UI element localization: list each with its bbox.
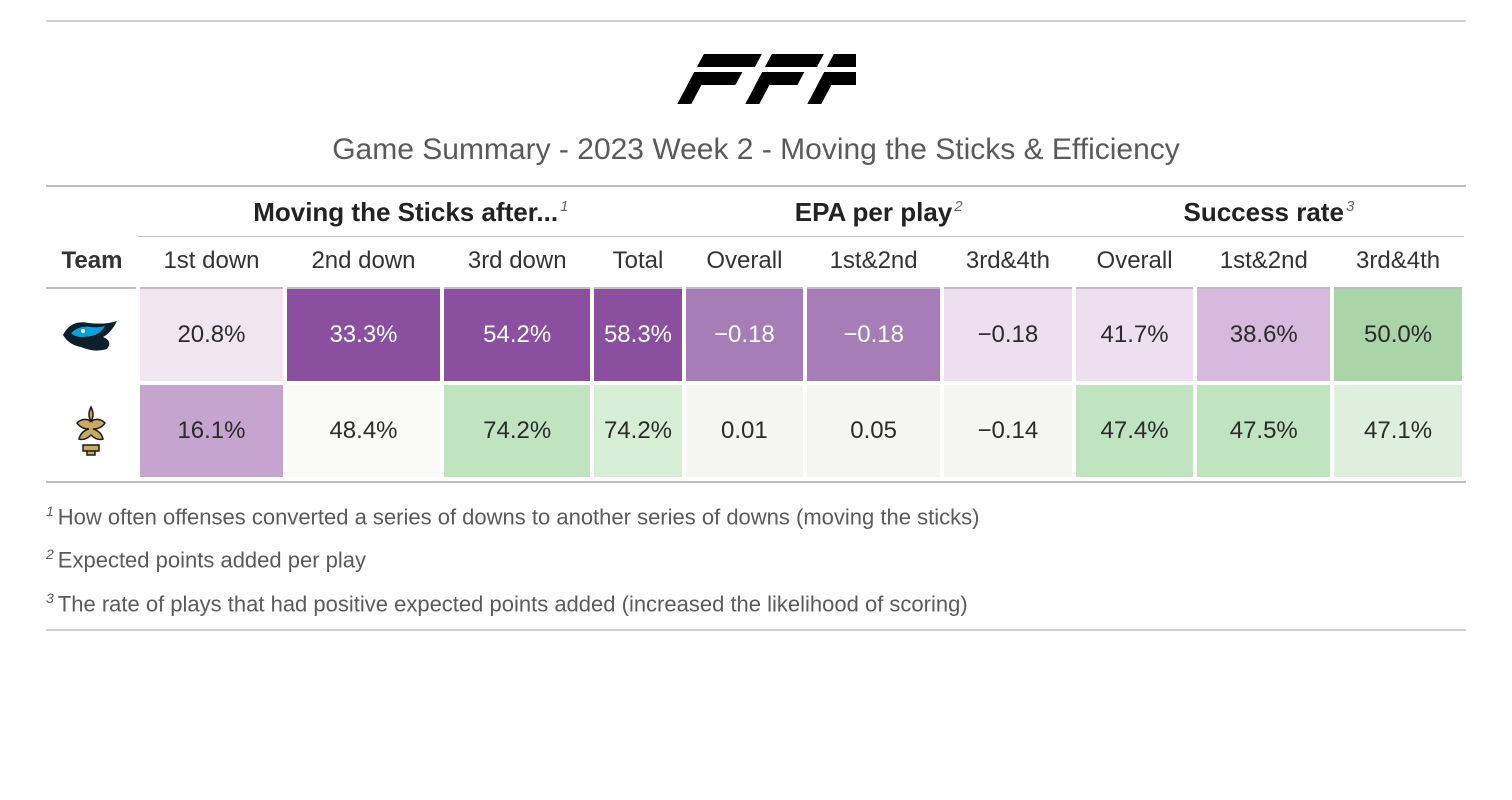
stat-value: −0.18 xyxy=(686,289,804,381)
spanner-sup: 2 xyxy=(954,198,962,215)
spanner-moving-sticks: Moving the Sticks after...1 xyxy=(138,187,684,237)
stat-cell: 74.2% xyxy=(442,383,592,479)
stat-cell: −0.14 xyxy=(942,383,1074,479)
stat-value: 48.4% xyxy=(287,385,440,477)
stat-value: 33.3% xyxy=(287,289,440,381)
stat-value: 20.8% xyxy=(140,289,283,381)
stat-cell: 50.0% xyxy=(1332,288,1464,383)
table-row: 16.1%48.4%74.2%74.2%0.010.05−0.1447.4%47… xyxy=(46,383,1464,479)
stats-table: Moving the Sticks after...1 EPA per play… xyxy=(46,187,1466,481)
footnotes: 1How often offenses converted a series o… xyxy=(46,481,1466,625)
footnote-text: Expected points added per play xyxy=(58,548,366,573)
stat-cell: 47.4% xyxy=(1074,383,1196,479)
stat-cell: 33.3% xyxy=(285,288,442,383)
stat-cell: 47.5% xyxy=(1195,383,1332,479)
footnote-num: 3 xyxy=(46,590,54,606)
stat-cell: 38.6% xyxy=(1195,288,1332,383)
col-epa-34: 3rd&4th xyxy=(942,237,1074,289)
table-row: 20.8%33.3%54.2%58.3%−0.18−0.18−0.1841.7%… xyxy=(46,288,1464,383)
stat-value: 47.1% xyxy=(1334,385,1462,477)
table-body: 20.8%33.3%54.2%58.3%−0.18−0.18−0.1841.7%… xyxy=(46,288,1464,479)
stat-value: 50.0% xyxy=(1334,289,1462,381)
logo-wrap xyxy=(46,22,1466,133)
footnote-num: 2 xyxy=(46,546,54,562)
stat-cell: 20.8% xyxy=(138,288,285,383)
spanner-sup: 3 xyxy=(1346,198,1354,215)
footnote-2: 2Expected points added per play xyxy=(46,538,1466,581)
column-header-row: Team 1st down 2nd down 3rd down Total Ov… xyxy=(46,237,1464,289)
stat-cell: −0.18 xyxy=(805,288,942,383)
col-total: Total xyxy=(592,237,683,289)
spanner-epa: EPA per play2 xyxy=(684,187,1074,237)
spanner-blank xyxy=(46,187,138,237)
spanner-label: EPA per play xyxy=(795,197,953,227)
footnote-num: 1 xyxy=(46,503,54,519)
stat-value: 41.7% xyxy=(1076,289,1194,381)
col-2nd-down: 2nd down xyxy=(285,237,442,289)
stat-value: 47.5% xyxy=(1197,385,1330,477)
stat-cell: 54.2% xyxy=(442,288,592,383)
spanner-row: Moving the Sticks after...1 EPA per play… xyxy=(46,187,1464,237)
stat-cell: −0.18 xyxy=(684,288,806,383)
spanner-success-rate: Success rate3 xyxy=(1074,187,1464,237)
stat-value: 16.1% xyxy=(140,385,283,477)
stat-value: 54.2% xyxy=(444,289,590,381)
stat-cell: 41.7% xyxy=(1074,288,1196,383)
stat-value: 47.4% xyxy=(1076,385,1194,477)
spanner-sup: 1 xyxy=(560,198,568,215)
page-title: Game Summary - 2023 Week 2 - Moving the … xyxy=(46,133,1466,185)
stat-value: −0.14 xyxy=(944,385,1072,477)
stat-cell: 74.2% xyxy=(592,383,683,479)
stat-cell: 58.3% xyxy=(592,288,683,383)
col-3rd-down: 3rd down xyxy=(442,237,592,289)
stat-value: 58.3% xyxy=(594,289,681,381)
stat-cell: 48.4% xyxy=(285,383,442,479)
col-team: Team xyxy=(46,237,138,289)
col-sr-overall: Overall xyxy=(1074,237,1196,289)
footnote-text: How often offenses converted a series of… xyxy=(58,504,980,529)
footnote-text: The rate of plays that had positive expe… xyxy=(58,591,968,616)
stat-cell: 47.1% xyxy=(1332,383,1464,479)
footnote-3: 3The rate of plays that had positive exp… xyxy=(46,582,1466,625)
stat-cell: 0.05 xyxy=(805,383,942,479)
col-sr-34: 3rd&4th xyxy=(1332,237,1464,289)
saints-logo-icon xyxy=(46,405,136,457)
team-cell xyxy=(46,288,138,383)
stat-cell: −0.18 xyxy=(942,288,1074,383)
stat-cell: 0.01 xyxy=(684,383,806,479)
pff-logo-icon xyxy=(656,50,856,113)
spanner-label: Success rate xyxy=(1183,197,1343,227)
team-cell xyxy=(46,383,138,479)
summary-container: Game Summary - 2023 Week 2 - Moving the … xyxy=(46,20,1466,631)
panthers-logo-icon xyxy=(46,313,136,357)
col-1st-down: 1st down xyxy=(138,237,285,289)
col-epa-12: 1st&2nd xyxy=(805,237,942,289)
stat-value: 0.01 xyxy=(686,385,804,477)
stat-value: 74.2% xyxy=(444,385,590,477)
stat-value: −0.18 xyxy=(807,289,940,381)
stat-value: 0.05 xyxy=(807,385,940,477)
spanner-label: Moving the Sticks after... xyxy=(253,197,558,227)
stat-value: 74.2% xyxy=(594,385,681,477)
stat-cell: 16.1% xyxy=(138,383,285,479)
bottom-rule xyxy=(46,629,1466,631)
col-sr-12: 1st&2nd xyxy=(1195,237,1332,289)
stat-value: 38.6% xyxy=(1197,289,1330,381)
col-epa-overall: Overall xyxy=(684,237,806,289)
stat-value: −0.18 xyxy=(944,289,1072,381)
footnote-1: 1How often offenses converted a series o… xyxy=(46,495,1466,538)
